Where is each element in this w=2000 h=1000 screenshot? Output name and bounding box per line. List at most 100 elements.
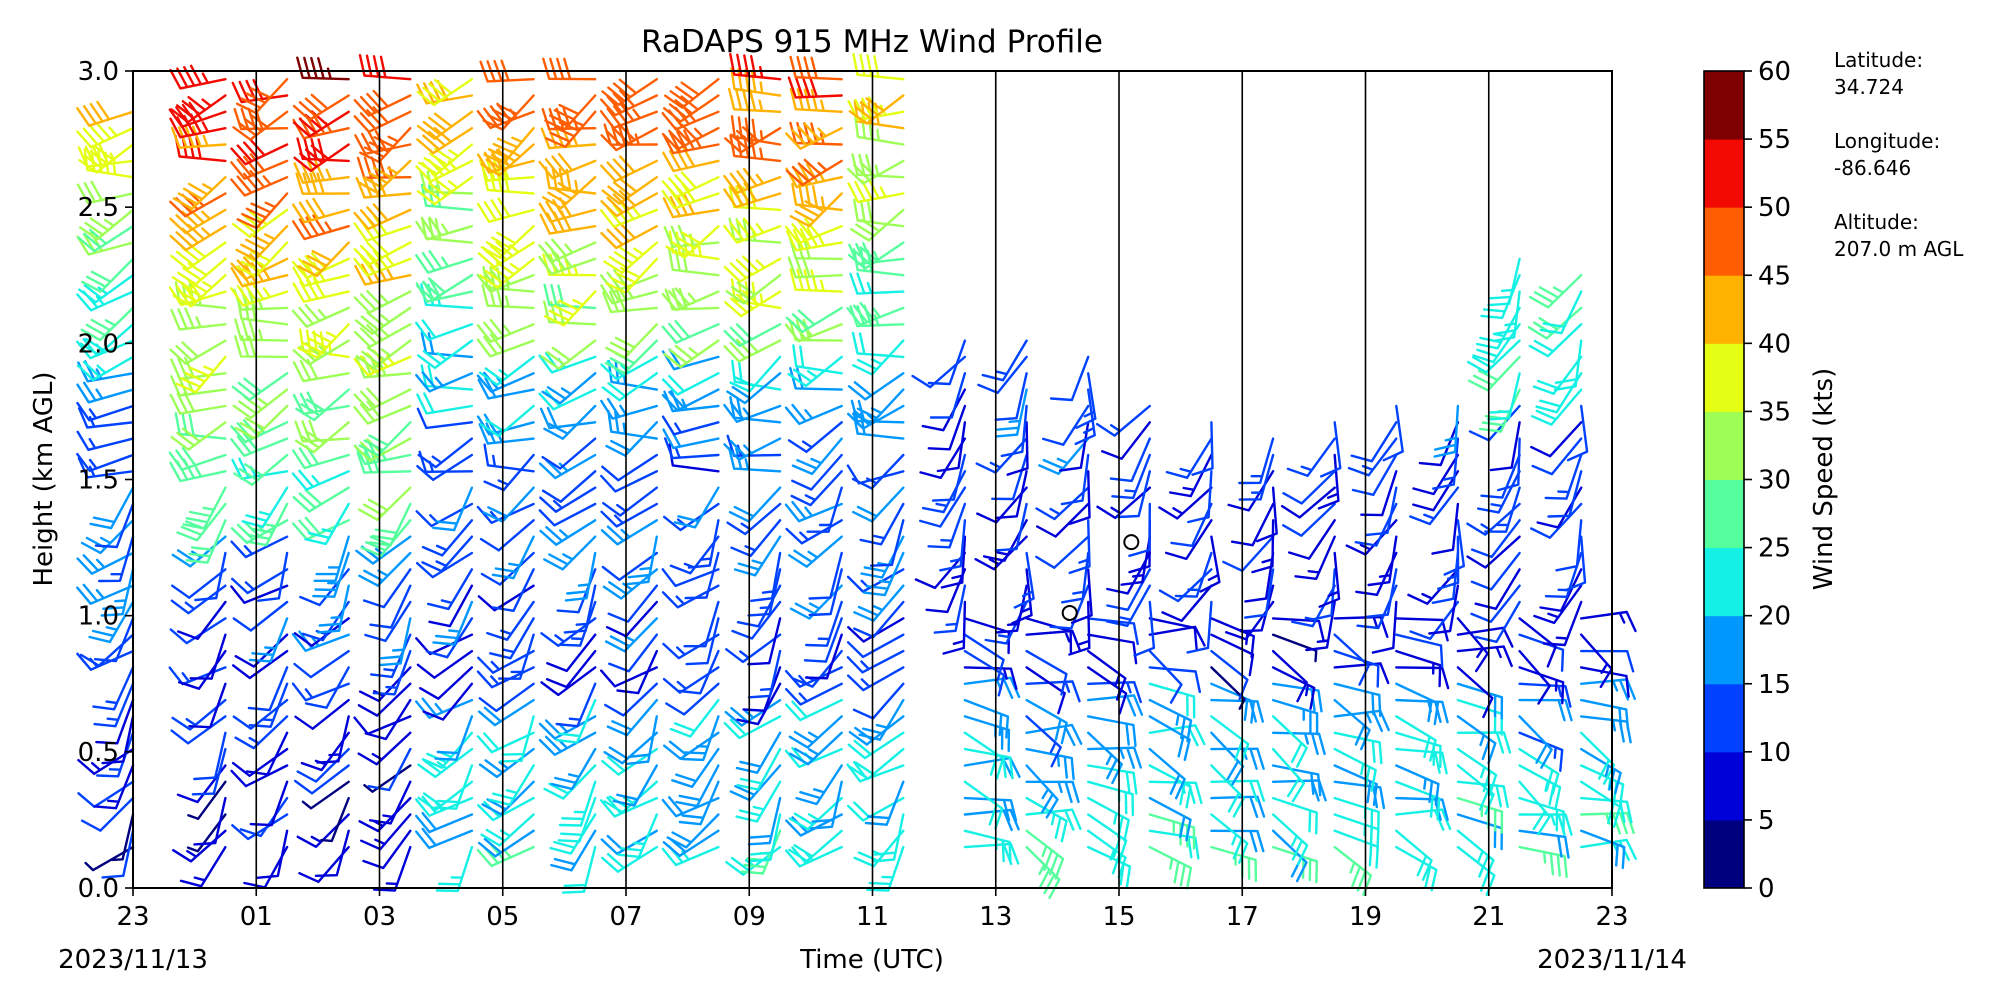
wind-barb-784 xyxy=(1271,649,1308,703)
wind-barb-111 xyxy=(231,568,289,595)
wind-barb-907 xyxy=(1489,421,1521,472)
wind-barb-898 xyxy=(1474,568,1521,610)
wind-barb-291 xyxy=(488,764,535,806)
wind-barb-208 xyxy=(358,551,412,587)
wind-barb-726 xyxy=(1148,698,1193,743)
wind-barb-37 xyxy=(76,231,135,256)
wind-barb-73 xyxy=(169,391,227,415)
wind-barb-382 xyxy=(601,845,658,873)
wind-barb-215 xyxy=(353,437,412,462)
wind-barb-715 xyxy=(1075,372,1097,429)
wind-barb-881 xyxy=(1518,845,1568,879)
colorbar-tick-label-7: 35 xyxy=(1758,397,1791,427)
wind-barb-730 xyxy=(1148,625,1206,647)
wind-barb-272 xyxy=(415,279,474,303)
colorbar-tick-label-12: 60 xyxy=(1758,57,1791,87)
wind-barb-829 xyxy=(1395,780,1441,821)
wind-barb-158 xyxy=(317,584,350,634)
wind-barb-205 xyxy=(364,600,412,642)
wind-barb-78 xyxy=(170,307,227,331)
wind-barb-882 xyxy=(1518,829,1570,859)
colorbar-segment-9 xyxy=(1704,207,1744,276)
wind-barb-63 xyxy=(171,568,227,599)
wind-barb-128 xyxy=(230,280,289,307)
wind-barb-155 xyxy=(291,630,350,652)
wind-barb-557 xyxy=(788,318,843,342)
colorbar-segment-10 xyxy=(1704,139,1744,208)
colorbar-tick-label-1: 5 xyxy=(1758,806,1775,836)
wind-barb-918 xyxy=(1580,838,1637,861)
wind-barb-104 xyxy=(248,682,289,728)
wind-barb-613 xyxy=(849,208,905,242)
wind-barb-945 xyxy=(1566,404,1589,462)
wind-barb-357 xyxy=(541,470,597,503)
wind-barb-236 xyxy=(353,89,412,117)
wind-barb-863 xyxy=(1456,682,1504,720)
wind-barb-456 xyxy=(661,415,720,436)
wind-barb-352 xyxy=(564,551,597,602)
wind-barb-345 xyxy=(540,666,597,697)
wind-barb-183 xyxy=(293,159,350,184)
wind-barb-229 xyxy=(353,203,412,231)
wind-barb-384 xyxy=(617,813,658,859)
wind-barb-930 xyxy=(1580,649,1635,673)
wind-barb-439 xyxy=(669,698,720,738)
wind-barb-255 xyxy=(427,568,474,611)
wind-barb-835 xyxy=(1395,682,1440,726)
wind-barb-216 xyxy=(358,421,412,457)
wind-barb-526 xyxy=(784,845,843,868)
wind-barb-130 xyxy=(230,253,289,281)
y-tick-label-6: 3.0 xyxy=(78,57,119,87)
wind-barb-217 xyxy=(353,400,412,425)
wind-barb-917 xyxy=(1487,257,1521,307)
wind-barb-487 xyxy=(724,698,782,727)
wind-barb-296 xyxy=(478,682,535,713)
wind-barb-396 xyxy=(604,617,658,653)
wind-barb-950 xyxy=(1528,323,1583,358)
wind-barb-232 xyxy=(357,159,412,194)
wind-barb-46 xyxy=(179,845,227,888)
wind-barb-101 xyxy=(245,731,289,776)
wind-barb-421 xyxy=(599,201,658,228)
wind-barb-105 xyxy=(247,666,289,712)
wind-barb-732 xyxy=(1133,600,1156,657)
wind-barb-911 xyxy=(1468,355,1521,392)
wind-barb-397 xyxy=(605,600,658,638)
wind-barb-283 xyxy=(416,110,474,140)
wind-barb-462 xyxy=(661,320,720,344)
wind-barb-915 xyxy=(1492,290,1521,343)
colorbar-segment-7 xyxy=(1704,343,1744,412)
wind-barb-235 xyxy=(353,106,412,133)
wind-barb-61 xyxy=(177,600,227,640)
wind-barb-764 xyxy=(1199,535,1221,593)
wind-barb-936 xyxy=(1544,551,1583,598)
wind-barb-102 xyxy=(234,715,289,750)
wind-barb-408 xyxy=(605,421,658,457)
wind-barb-853 xyxy=(1456,845,1496,897)
wind-barb-891 xyxy=(1518,682,1572,708)
wind-barb-641 xyxy=(940,535,967,589)
wind-barb-905 xyxy=(1480,453,1521,499)
wind-barb-95 xyxy=(255,829,289,879)
wind-barb-584 xyxy=(852,682,905,720)
wind-barb-794 xyxy=(1256,486,1278,543)
wind-barb-712 xyxy=(1059,421,1090,472)
wind-barb-68 xyxy=(182,486,227,530)
wind-barb-616 xyxy=(847,159,905,185)
wind-barb-60 xyxy=(169,617,227,645)
wind-barb-885 xyxy=(1518,780,1551,836)
wind-barb-317 xyxy=(476,333,535,358)
wind-barb-24 xyxy=(76,452,135,472)
wind-barb-953 xyxy=(1528,274,1583,309)
wind-barb-852 xyxy=(1382,404,1404,462)
wind-barb-810 xyxy=(1333,649,1380,688)
colorbar-segment-11 xyxy=(1704,71,1744,140)
wind-barb-693 xyxy=(1087,731,1123,785)
wind-barb-496 xyxy=(750,551,782,602)
wind-barb-614 xyxy=(847,178,905,204)
wind-barb-580 xyxy=(849,747,905,780)
wind-barb-29 xyxy=(77,360,135,383)
wind-barb-146 xyxy=(301,780,350,810)
wind-barb-367 xyxy=(543,283,597,310)
wind-barb-262 xyxy=(416,453,474,481)
